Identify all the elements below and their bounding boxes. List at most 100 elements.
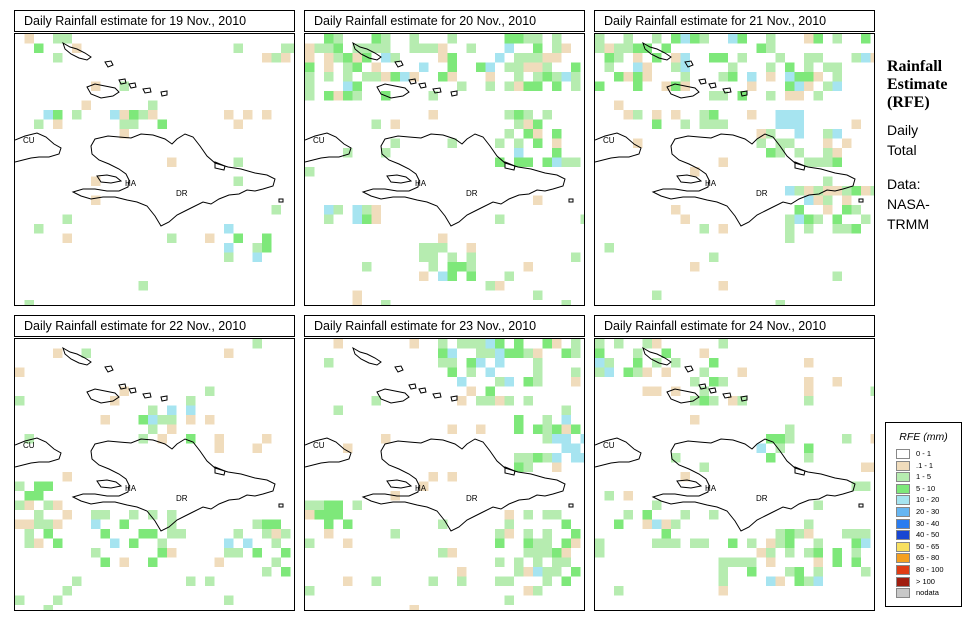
rainfall-cell: [571, 443, 581, 453]
coastline-path: [684, 60, 694, 68]
rainfall-cell: [233, 157, 243, 167]
rainfall-cell: [91, 81, 101, 91]
rainfall-cell: [447, 472, 457, 482]
rainfall-cell: [362, 205, 372, 215]
coastline-path: [96, 479, 123, 489]
rainfall-cell: [24, 434, 34, 444]
rainfall-cell: [533, 557, 543, 567]
rainfall-cell: [504, 271, 514, 281]
rainfall-cell: [775, 300, 785, 305]
rainfall-cell: [262, 434, 272, 444]
rainfall-cell: [466, 252, 476, 262]
rainfall-cell: [614, 72, 624, 82]
rainfall-cell: [737, 34, 747, 44]
rainfall-cell: [623, 510, 633, 520]
coastline-path: [86, 83, 120, 99]
rainfall-cell: [542, 453, 552, 463]
panel-title: Daily Rainfall estimate for 22 Nov., 201…: [14, 315, 295, 337]
rainfall-cell: [290, 43, 294, 53]
rainfall-cell: [233, 119, 243, 129]
rainfall-cell: [756, 443, 766, 453]
rainfall-cell: [243, 110, 253, 120]
rainfall-cells: [595, 339, 874, 596]
rainfall-cell: [447, 62, 457, 72]
rainfall-cell: [804, 224, 814, 234]
rainfall-cell: [34, 43, 44, 53]
rainfall-cell: [514, 462, 524, 472]
rainfall-cell: [652, 386, 662, 396]
title-line: Rainfall: [887, 58, 943, 75]
rainfall-cell: [785, 233, 795, 243]
rainfall-cell: [775, 53, 785, 63]
rainfall-cell: [861, 214, 871, 224]
rainfall-cell: [680, 53, 690, 63]
rainfall-cell: [718, 91, 728, 101]
coastline-path: [651, 438, 856, 532]
rainfall-cell: [699, 34, 709, 44]
rainfall-cell: [542, 567, 552, 577]
rainfall-cell: [24, 300, 34, 305]
coastline-path: [160, 90, 168, 97]
rainfall-cell: [842, 186, 852, 196]
rainfall-cell: [690, 396, 700, 406]
coastline-path: [642, 41, 672, 61]
rainfall-cell: [514, 453, 524, 463]
rainfall-cell: [766, 72, 776, 82]
rainfall-cell: [633, 348, 643, 358]
rainfall-cell: [167, 415, 177, 425]
rainfall-cell: [167, 157, 177, 167]
rainfall-cell: [623, 34, 633, 44]
rainfall-cell: [604, 367, 614, 377]
legend-swatch: [896, 518, 910, 529]
rainfall-cell: [804, 157, 814, 167]
rainfall-cell: [728, 34, 738, 44]
rainfall-cell: [100, 415, 110, 425]
rainfall-cell: [747, 538, 757, 548]
rainfall-cell: [690, 34, 700, 44]
rainfall-cell: [381, 53, 391, 63]
rainfall-cell: [119, 81, 129, 91]
coastline-path: [361, 438, 566, 532]
rainfall-cell: [571, 62, 581, 72]
rainfall-cell: [352, 53, 362, 63]
rainfall-cell: [775, 119, 785, 129]
rainfall-cell: [466, 43, 476, 53]
rainfall-cell: [466, 367, 476, 377]
rainfall-cell: [91, 548, 101, 558]
rainfall-cell: [851, 53, 861, 63]
rainfall-cell: [832, 271, 842, 281]
rainfall-cell: [252, 519, 262, 529]
rainfall-cell: [381, 34, 391, 44]
rainfall-cell: [504, 348, 514, 358]
rainfall-cell: [271, 529, 281, 539]
rainfall-cell: [138, 281, 148, 291]
rainfall-cells: [595, 34, 874, 305]
rainfall-cell: [15, 519, 25, 529]
coastline-path: [386, 174, 413, 184]
rainfall-cell: [324, 529, 334, 539]
rainfall-cell: [718, 53, 728, 63]
rainfall-cell: [680, 62, 690, 72]
rainfall-cell: [438, 53, 448, 63]
rainfall-cell: [485, 386, 495, 396]
coastline-path: [698, 78, 707, 85]
rainfall-cell: [157, 434, 167, 444]
rainfall-map-svg: CU HA DR: [15, 34, 294, 305]
legend-item: .1 - 1: [886, 460, 961, 472]
coastline-path: [418, 82, 427, 89]
rainfall-cell: [542, 53, 552, 63]
rainfall-cell: [794, 119, 804, 129]
legend-item: 20 - 30: [886, 506, 961, 518]
rainfall-cell: [523, 567, 533, 577]
rainfall-cell: [53, 34, 63, 44]
rainfall-cell: [813, 72, 823, 82]
panel-title: Daily Rainfall estimate for 23 Nov., 201…: [304, 315, 585, 337]
rainfall-cell: [428, 472, 438, 482]
rainfall-cell: [552, 339, 562, 349]
coastline-path: [504, 161, 516, 171]
rainfall-cell: [633, 72, 643, 82]
rainfall-cell: [419, 43, 429, 53]
rainfall-cell: [775, 138, 785, 148]
rainfall-cell: [552, 567, 562, 577]
